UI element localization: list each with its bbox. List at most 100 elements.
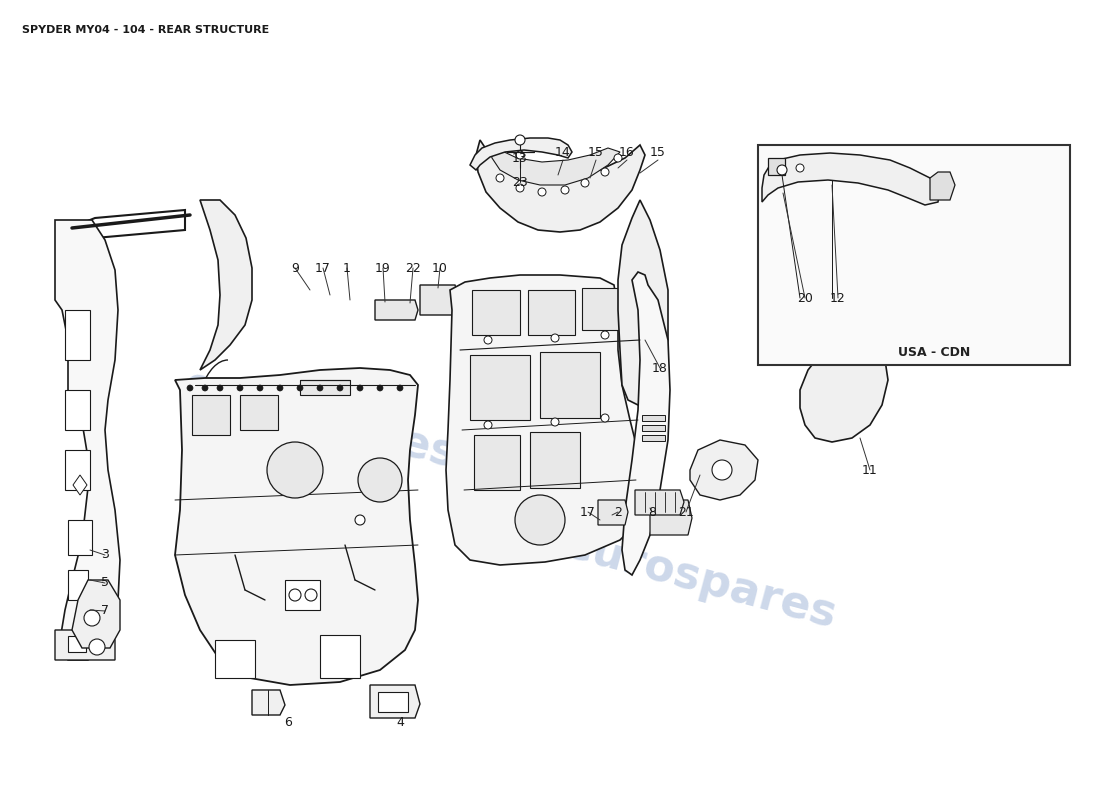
Text: 13: 13 [513,151,528,165]
Circle shape [601,331,609,339]
Polygon shape [642,425,666,431]
Text: 20: 20 [798,291,813,305]
Circle shape [217,385,223,391]
Polygon shape [300,380,350,395]
Text: eurospares: eurospares [559,523,842,637]
Circle shape [84,610,100,626]
Circle shape [601,414,609,422]
Circle shape [267,442,323,498]
Text: 1: 1 [343,262,351,274]
Circle shape [796,164,804,172]
Circle shape [277,385,283,391]
Text: 16: 16 [619,146,635,159]
Circle shape [712,460,732,480]
Circle shape [515,135,525,145]
Polygon shape [240,395,278,430]
Polygon shape [540,352,600,418]
Text: USA - CDN: USA - CDN [898,346,970,359]
Text: 15: 15 [650,146,666,159]
Polygon shape [762,153,940,205]
Circle shape [551,334,559,342]
Text: eurospares: eurospares [178,363,462,477]
Text: 14: 14 [556,146,571,159]
Polygon shape [70,210,185,238]
Text: 10: 10 [432,262,448,274]
Circle shape [516,184,524,192]
Circle shape [484,336,492,344]
Polygon shape [200,200,252,370]
Circle shape [358,458,402,502]
Polygon shape [635,490,684,515]
Circle shape [187,385,192,391]
Circle shape [202,385,208,391]
Text: 15: 15 [588,146,604,159]
Polygon shape [65,390,90,430]
Polygon shape [55,630,116,660]
Polygon shape [582,288,621,330]
Circle shape [496,174,504,182]
Text: 3: 3 [101,549,109,562]
Text: 12: 12 [830,291,846,305]
Text: 18: 18 [652,362,668,374]
Polygon shape [768,158,785,175]
Polygon shape [378,692,408,712]
Polygon shape [175,368,418,685]
Circle shape [516,151,524,159]
Text: SPYDER MY04 - 104 - REAR STRUCTURE: SPYDER MY04 - 104 - REAR STRUCTURE [22,25,270,35]
Circle shape [358,385,363,391]
Circle shape [289,589,301,601]
Polygon shape [472,290,520,335]
Polygon shape [690,440,758,500]
Circle shape [581,179,589,187]
Circle shape [257,385,263,391]
Polygon shape [370,685,420,718]
Polygon shape [470,355,530,420]
Polygon shape [598,500,628,525]
Circle shape [397,385,403,391]
Polygon shape [800,342,888,442]
Text: 17: 17 [315,262,331,274]
Text: 22: 22 [405,262,421,274]
Text: 2: 2 [614,506,622,518]
Text: 9: 9 [292,262,299,274]
Circle shape [551,418,559,426]
Circle shape [515,495,565,545]
Polygon shape [420,285,460,315]
Bar [68,636,86,652]
Polygon shape [65,450,90,490]
Polygon shape [650,500,692,535]
Text: 11: 11 [862,463,878,477]
Polygon shape [476,140,645,232]
Text: 6: 6 [284,717,292,730]
Text: 4: 4 [396,717,404,730]
Text: 23: 23 [513,175,528,189]
Polygon shape [68,520,92,555]
Text: 17: 17 [580,506,596,518]
Circle shape [777,165,786,175]
Polygon shape [930,172,955,200]
Polygon shape [68,570,88,600]
Text: 8: 8 [648,506,656,518]
Circle shape [337,385,343,391]
Circle shape [614,154,622,162]
Polygon shape [618,200,668,405]
Polygon shape [65,310,90,360]
Text: 19: 19 [375,262,390,274]
Circle shape [377,385,383,391]
Circle shape [236,385,243,391]
Polygon shape [490,148,620,185]
Polygon shape [55,220,120,660]
Polygon shape [530,432,580,488]
Circle shape [484,421,492,429]
Circle shape [561,186,569,194]
Circle shape [297,385,302,391]
Bar [758,145,1070,365]
Polygon shape [72,580,120,648]
Circle shape [355,515,365,525]
Text: 7: 7 [101,605,109,618]
Polygon shape [470,138,572,170]
Polygon shape [73,475,87,495]
Polygon shape [375,300,418,320]
Polygon shape [214,640,255,678]
Text: 5: 5 [101,577,109,590]
